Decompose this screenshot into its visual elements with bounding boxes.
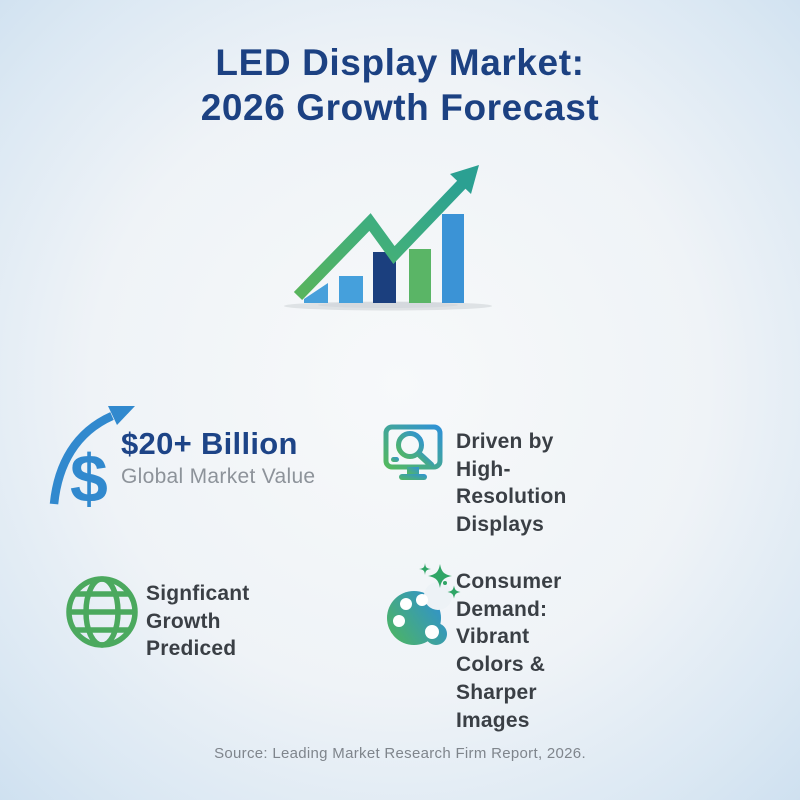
- svg-text:$: $: [70, 441, 108, 508]
- high-resolution-line-1: Driven by High-Resolution: [456, 430, 567, 509]
- palette-sparkles-icon: [382, 560, 466, 657]
- title-line-1: LED Display Market:: [215, 42, 585, 83]
- bar-chart-growth-arrow-icon: [284, 165, 492, 311]
- source-attribution: Source: Leading Market Research Firm Rep…: [214, 745, 586, 762]
- consumer-demand-line-2: Vibrant Colors &: [456, 625, 546, 677]
- growth-line-1: Signficant Growth: [146, 582, 250, 633]
- monitor-magnifier-icon: [379, 423, 447, 490]
- dollar-growth-arrow-icon: $: [48, 404, 148, 517]
- market-value-subline: Global Market Value: [121, 464, 316, 488]
- globe-icon: [63, 573, 141, 656]
- page-title: LED Display Market: 2026 Growth Forecast: [0, 40, 800, 130]
- hero-illustration: [282, 156, 522, 320]
- consumer-demand-line-3: Sharper Images: [456, 680, 537, 732]
- consumer-demand-line-1: Consumer Demand:: [456, 570, 562, 621]
- growth-line-2: Prediced: [146, 637, 237, 661]
- market-value-headline: $20+ Billion: [121, 426, 298, 461]
- high-resolution-line-2: Displays: [456, 513, 544, 537]
- title-line-2: 2026 Growth Forecast: [200, 87, 600, 129]
